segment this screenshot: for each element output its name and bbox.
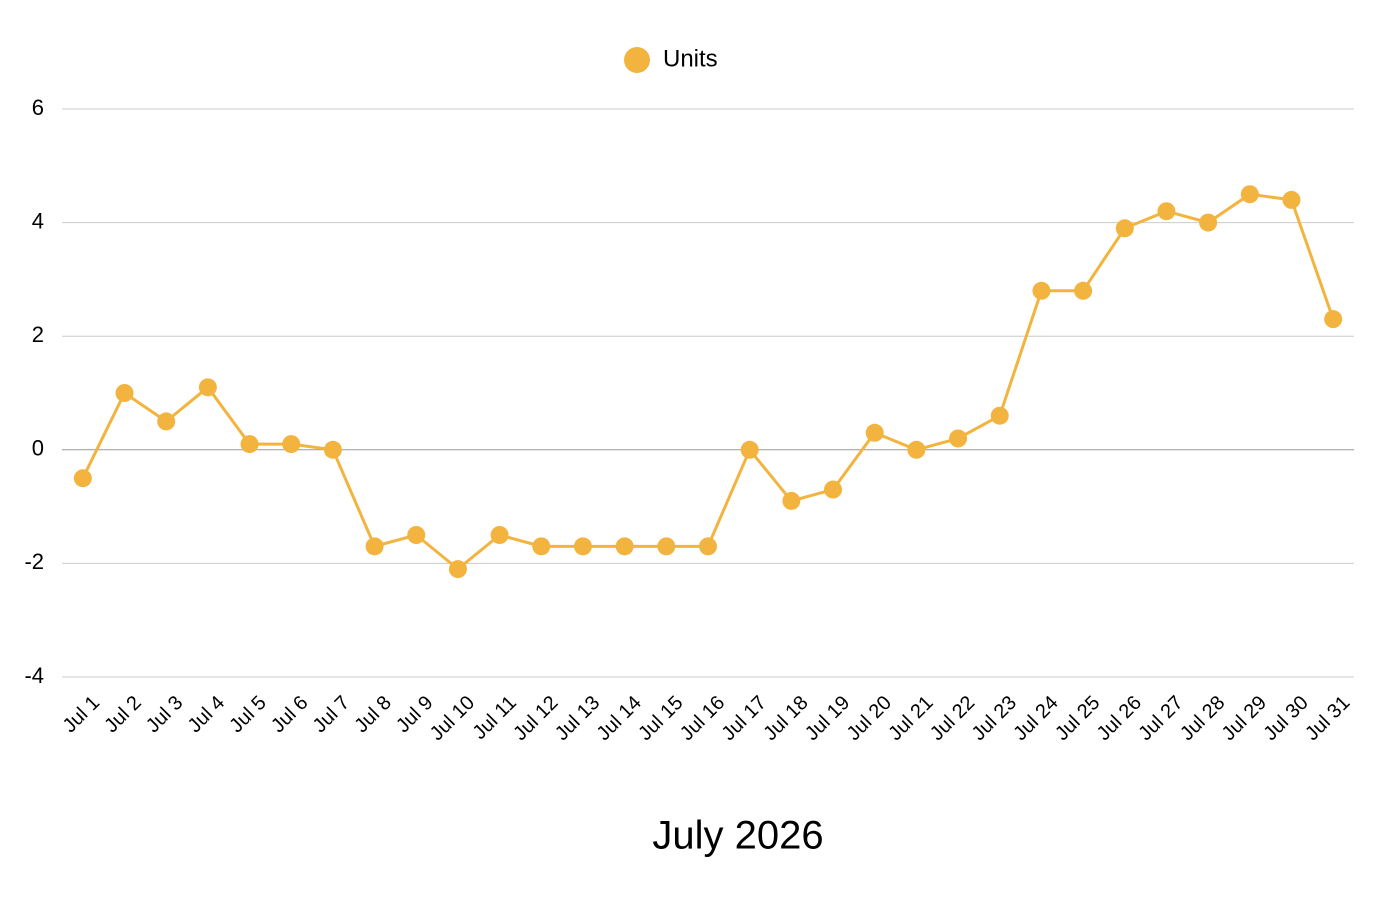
x-tick-label: Jul 13 [551,692,604,745]
point [782,491,801,510]
x-tick-label: Jul 27 [1134,692,1187,745]
y-tick-label: 4 [32,208,44,233]
x-tick-label: Jul 15 [634,692,687,745]
point [573,537,592,556]
y-tick-label: 0 [32,436,44,461]
x-tick-label: Jul 22 [926,692,979,745]
point [240,435,259,454]
x-tick-label: Jul 17 [718,692,771,745]
point [824,480,843,499]
x-tick-label: Jul 21 [884,692,937,745]
point [949,429,968,448]
point [282,435,301,454]
point [157,412,176,431]
point [1074,281,1093,300]
x-tick-label: Jul 29 [1218,692,1271,745]
point [1282,190,1301,209]
x-tick-label: Jul 11 [469,692,521,744]
legend-label: Units [663,45,718,72]
point [198,378,217,397]
x-tick-label: Jul 31 [1301,692,1354,745]
point [1199,213,1218,232]
x-tick-label: Jul 6 [267,692,312,737]
point [1324,310,1343,329]
x-tick-label: Jul 4 [184,692,229,737]
x-tick-label: Jul 2 [100,692,145,737]
x-tick-label: Jul 14 [593,692,646,745]
line [81,192,1335,572]
y-tick-label: -4 [24,663,44,688]
x-tick-label: Jul 18 [759,692,812,745]
point [490,526,509,544]
point [865,423,884,442]
x-tick-label: Jul 30 [1259,692,1312,745]
x-tick-label: Jul 3 [142,692,187,737]
x-tick-label: Jul 20 [843,692,896,745]
point [448,560,467,579]
y-tick-label: 2 [32,322,44,347]
x-tick-label: Jul 8 [350,692,395,737]
x-tick-label: Jul 1 [59,692,104,737]
y-tick-label: -2 [24,549,44,574]
point [1157,202,1176,221]
point [115,384,134,402]
point [73,469,92,488]
legend-marker [624,47,650,73]
point [699,537,717,556]
point [990,406,1009,425]
x-tick-label: Jul 26 [1093,692,1146,745]
point [1032,281,1051,300]
point [323,440,342,459]
point [1240,185,1259,204]
x-tick-label: Jul 10 [426,692,479,745]
point [615,537,634,556]
point [657,537,676,556]
point [365,537,384,556]
point [740,440,759,459]
y-tick-label: 6 [32,95,44,120]
x-tick-label: Jul 25 [1051,692,1104,745]
x-tick-label: Jul 5 [225,692,270,737]
x-tick-label: Jul 16 [676,692,729,745]
point [907,440,926,459]
point [532,537,551,556]
x-tick-label: Jul 23 [968,692,1021,745]
x-tick-label: Jul 7 [309,692,354,737]
x-tick-label: Jul 12 [509,692,562,745]
x-tick-label: Jul 28 [1176,692,1229,745]
point [407,526,426,544]
point [1115,219,1134,238]
x-tick-label: Jul 19 [801,692,854,745]
x-tick-label: Jul 24 [1009,692,1062,745]
x-axis-title: July 2026 [652,814,823,858]
